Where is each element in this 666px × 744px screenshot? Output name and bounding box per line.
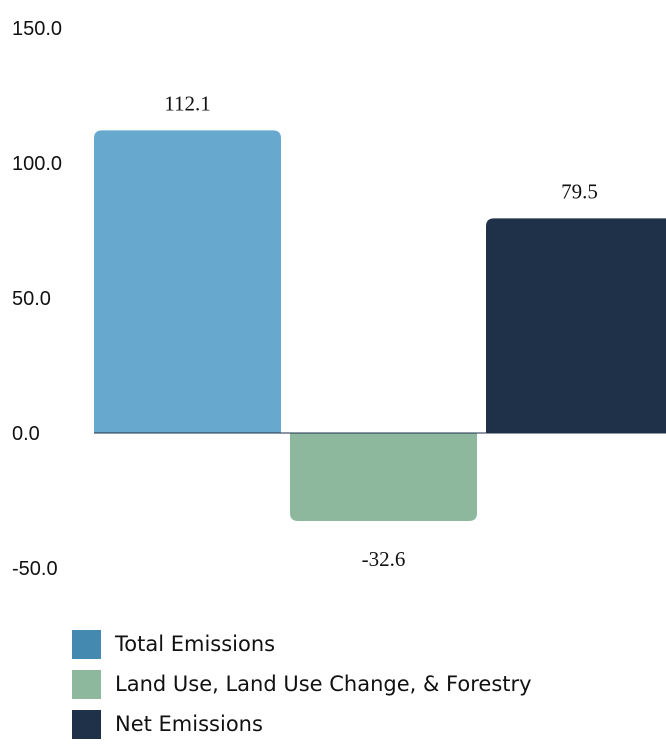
chart: 150.0 100.0 50.0 0.0 -50.0 112.1 -32.6 79.5 [12, 18, 666, 580]
data-label-net-emissions: 79.5 [561, 179, 598, 203]
bar-total-emissions [94, 130, 281, 433]
legend: Total Emissions Land Use, Land Use Chang… [72, 624, 532, 744]
legend-swatch-total-emissions [72, 629, 101, 659]
legend-swatch-land-use [72, 669, 101, 699]
legend-label-total-emissions: Total Emissions [115, 632, 276, 656]
legend-label-land-use: Land Use, Land Use Change, & Forestry [115, 672, 532, 696]
bar-land-use [290, 433, 477, 522]
data-label-land-use: -32.6 [362, 547, 406, 571]
data-label-total-emissions: 112.1 [164, 91, 210, 115]
bars [94, 130, 666, 522]
y-axis-ticks: 150.0 100.0 50.0 0.0 -50.0 [12, 18, 62, 580]
legend-item-total-emissions: Total Emissions [72, 624, 532, 664]
y-tick-label: 50.0 [12, 288, 51, 310]
legend-label-net-emissions: Net Emissions [115, 712, 263, 736]
y-tick-label: 0.0 [12, 423, 40, 445]
y-tick-label: 100.0 [12, 153, 62, 175]
bar-net-emissions [486, 218, 666, 433]
y-tick-label: 150.0 [12, 18, 62, 40]
data-labels: 112.1 -32.6 79.5 [164, 91, 598, 571]
legend-item-land-use: Land Use, Land Use Change, & Forestry [72, 664, 532, 704]
legend-swatch-net-emissions [72, 709, 101, 739]
legend-item-net-emissions: Net Emissions [72, 704, 532, 744]
y-tick-label: -50.0 [12, 558, 58, 580]
